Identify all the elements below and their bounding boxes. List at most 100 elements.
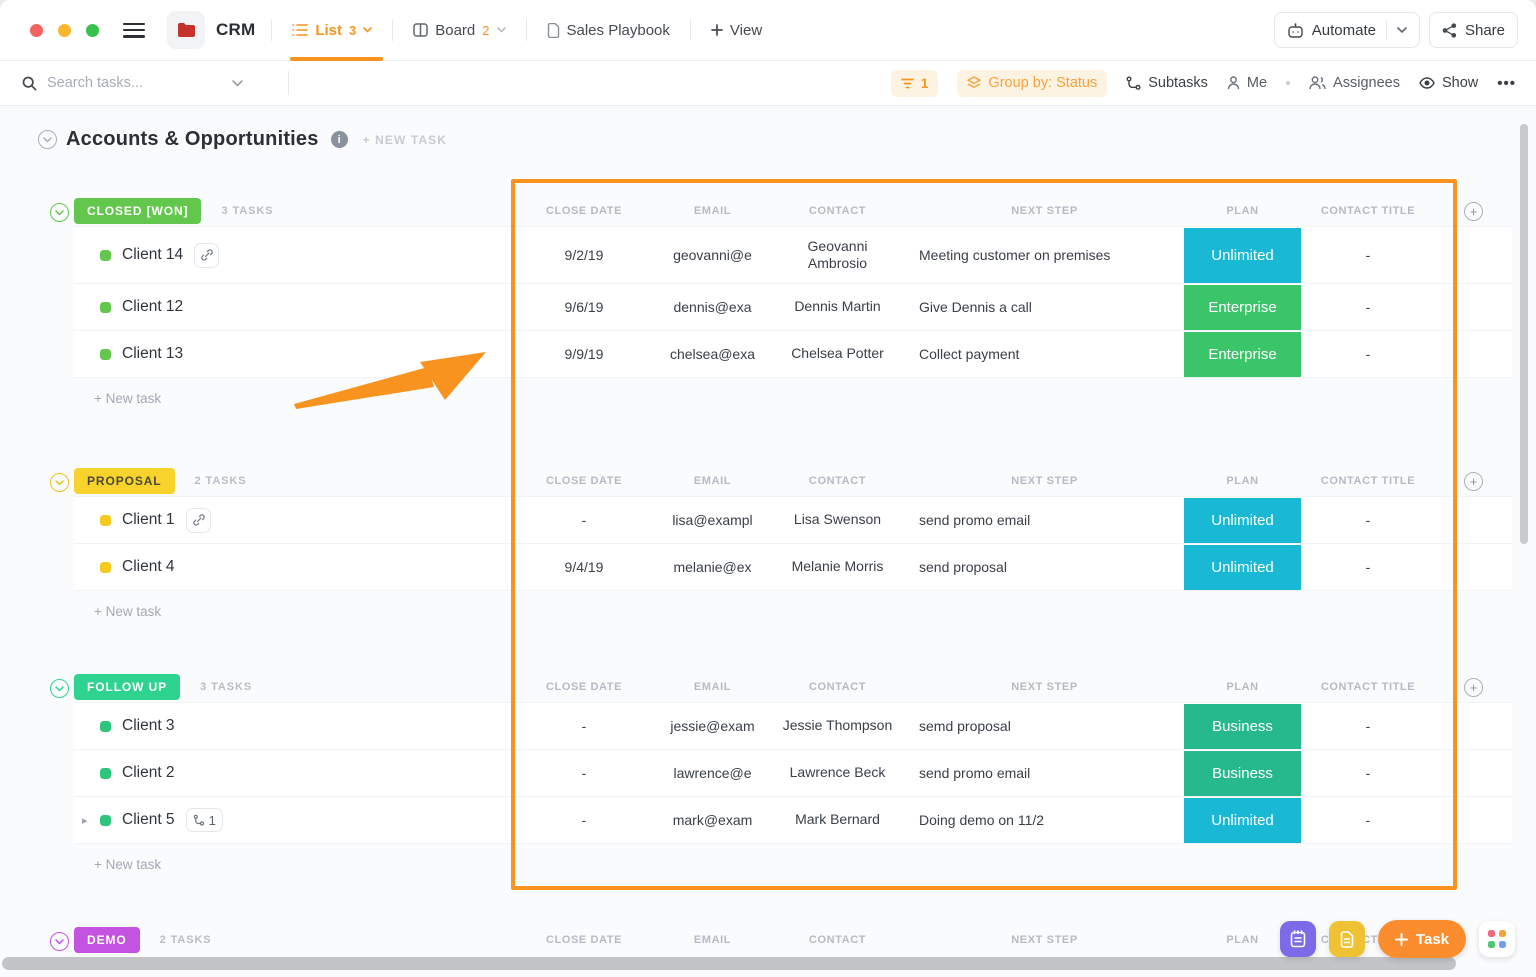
email-cell[interactable]: lisa@exampl [672, 512, 753, 528]
close-window-button[interactable] [30, 23, 43, 37]
column-header-plan[interactable]: PLAN [1226, 475, 1259, 487]
new-task-button[interactable]: + New task [94, 390, 162, 406]
add-column-button[interactable]: + [1464, 201, 1483, 221]
table-row[interactable]: Client 12 9/6/19 dennis@exa Dennis Marti… [74, 284, 1512, 331]
show-menu[interactable]: Show [1419, 75, 1478, 91]
column-header-plan[interactable]: PLAN [1226, 681, 1259, 693]
column-header-contact[interactable]: CONTACT [808, 205, 867, 217]
column-header-close-date[interactable]: CLOSE DATE [545, 681, 623, 693]
hamburger-menu-icon[interactable] [123, 22, 145, 38]
column-header-email[interactable]: EMAIL [693, 681, 732, 693]
info-icon[interactable]: i [330, 131, 348, 148]
document-fab-button[interactable] [1328, 921, 1365, 957]
contact-cell[interactable]: Geovanni Ambrosio [807, 237, 868, 272]
client-name[interactable]: Client 3 [122, 717, 175, 734]
new-task-top-button[interactable]: + NEW TASK [362, 132, 448, 147]
status-badge[interactable]: FOLLOW UP [74, 674, 181, 700]
column-header-email[interactable]: EMAIL [693, 475, 732, 487]
contact-title-cell[interactable]: - [1365, 812, 1371, 828]
column-header-plan[interactable]: PLAN [1226, 205, 1259, 217]
next-step-cell[interactable]: Meeting customer on premises [919, 247, 1111, 263]
column-header-contact[interactable]: CONTACT [808, 681, 867, 693]
chevron-down-icon[interactable] [232, 79, 243, 87]
column-header-plan[interactable]: PLAN [1226, 934, 1259, 946]
tab-sales-playbook[interactable]: Sales Playbook [543, 22, 674, 39]
client-name[interactable]: Client 13 [122, 345, 184, 362]
contact-cell[interactable]: Chelsea Potter [791, 345, 884, 362]
client-name[interactable]: Client 4 [122, 558, 175, 575]
contact-title-cell[interactable]: - [1365, 346, 1371, 362]
close-date-cell[interactable]: 9/2/19 [564, 247, 604, 263]
contact-cell[interactable]: Lisa Swenson [793, 511, 882, 528]
link-icon[interactable] [185, 507, 211, 533]
add-task-button[interactable]: Task [1377, 920, 1466, 958]
more-options-icon[interactable]: ••• [1497, 74, 1516, 92]
close-date-cell[interactable]: 9/6/19 [564, 299, 604, 315]
contact-title-cell[interactable]: - [1365, 559, 1371, 575]
client-name[interactable]: Client 2 [122, 764, 175, 781]
table-row[interactable]: Client 1 - lisa@exampl Lisa Swenson send… [74, 497, 1512, 544]
contact-title-cell[interactable]: - [1365, 718, 1371, 734]
plan-badge[interactable]: Unlimited [1184, 797, 1301, 843]
next-step-cell[interactable]: Doing demo on 11/2 [919, 812, 1045, 828]
next-step-cell[interactable]: Collect payment [919, 346, 1020, 362]
column-header-email[interactable]: EMAIL [693, 205, 732, 217]
email-cell[interactable]: dennis@exa [673, 299, 752, 315]
automate-button[interactable]: Automate [1273, 12, 1420, 48]
table-row[interactable]: Client 14 9/2/19 geovanni@e Geovanni Amb… [74, 227, 1512, 284]
plan-badge[interactable]: Business [1184, 703, 1301, 749]
email-cell[interactable]: mark@exam [672, 812, 753, 828]
plan-badge[interactable]: Business [1184, 750, 1301, 796]
column-header-contact[interactable]: CONTACT [808, 934, 867, 946]
client-name[interactable]: Client 5 [122, 811, 175, 828]
minimize-window-button[interactable] [58, 23, 71, 37]
column-header-next-step[interactable]: NEXT STEP [1011, 205, 1078, 217]
column-header-contact-title[interactable]: CONTACT TITLE [1320, 475, 1416, 487]
column-header-close-date[interactable]: CLOSE DATE [545, 934, 623, 946]
plan-badge[interactable]: Enterprise [1184, 284, 1301, 330]
contact-cell[interactable]: Mark Bernard [795, 811, 880, 828]
collapse-group-icon[interactable] [50, 932, 69, 951]
close-date-cell[interactable]: - [581, 812, 587, 828]
new-task-button[interactable]: + New task [94, 603, 162, 619]
table-row[interactable]: Client 4 9/4/19 melanie@ex Melanie Morri… [74, 544, 1512, 591]
contact-title-cell[interactable]: - [1365, 512, 1371, 528]
contact-cell[interactable]: Jessie Thompson [782, 717, 893, 734]
column-header-contact-title[interactable]: CONTACT TITLE [1320, 681, 1416, 693]
crm-folder-chip[interactable] [167, 11, 205, 49]
vertical-scrollbar[interactable] [1520, 124, 1528, 544]
link-icon[interactable] [194, 242, 220, 268]
next-step-cell[interactable]: send promo email [919, 512, 1031, 528]
group-by-pill[interactable]: Group by: Status [957, 69, 1108, 97]
share-button[interactable]: Share [1428, 12, 1518, 48]
contact-cell[interactable]: Dennis Martin [794, 298, 881, 315]
next-step-cell[interactable]: Give Dennis a call [919, 299, 1032, 315]
status-dot[interactable] [100, 301, 111, 313]
assignees-filter[interactable]: Assignees [1309, 75, 1400, 91]
horizontal-scrollbar[interactable] [2, 957, 1456, 970]
contact-title-cell[interactable]: - [1365, 765, 1371, 781]
column-header-next-step[interactable]: NEXT STEP [1011, 475, 1078, 487]
table-row[interactable]: Client 2 - lawrence@e Lawrence Beck send… [74, 750, 1512, 797]
email-cell[interactable]: jessie@exam [670, 718, 755, 734]
contact-title-cell[interactable]: - [1365, 299, 1371, 315]
collapse-group-icon[interactable] [50, 679, 69, 698]
status-dot[interactable] [100, 514, 111, 526]
contact-cell[interactable]: Lawrence Beck [789, 764, 886, 781]
status-dot[interactable] [100, 348, 111, 360]
search-box[interactable] [22, 75, 280, 91]
email-cell[interactable]: melanie@ex [673, 559, 752, 575]
close-date-cell[interactable]: 9/9/19 [564, 346, 604, 362]
plan-badge[interactable]: Unlimited [1184, 497, 1301, 543]
table-row[interactable]: Client 3 - jessie@exam Jessie Thompson s… [74, 703, 1512, 750]
close-date-cell[interactable]: - [581, 512, 587, 528]
email-cell[interactable]: chelsea@exa [669, 346, 756, 362]
status-badge[interactable]: DEMO [74, 927, 140, 953]
zoom-window-button[interactable] [86, 23, 99, 37]
status-badge[interactable]: PROPOSAL [74, 468, 175, 494]
me-filter[interactable]: Me [1227, 75, 1267, 91]
client-name[interactable]: Client 12 [122, 298, 184, 315]
contact-title-cell[interactable]: - [1365, 247, 1371, 263]
table-row[interactable]: ▸ Client 5 1 - mark@exam Mark Bernard Do… [74, 797, 1512, 844]
plan-badge[interactable]: Unlimited [1184, 544, 1301, 590]
